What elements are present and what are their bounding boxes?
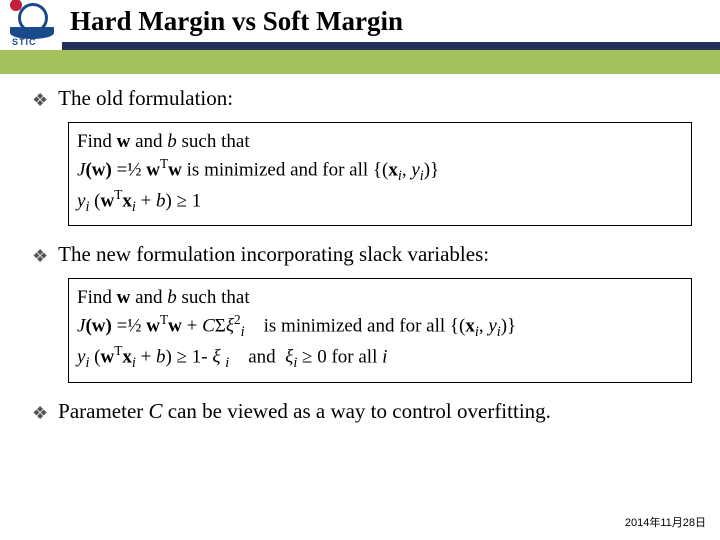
formula-box-old: Find w and b such that J(w) =½ wTw is mi… [68,122,692,226]
logo: STIC [4,0,62,47]
box1-line2: J(w) =½ wTw is minimized and for all {(x… [77,155,683,186]
logo-text: STIC [12,37,37,47]
slide-header: STIC Hard Margin vs Soft Margin [0,0,720,58]
box1-line3: yi (wTxi + b) ≥ 1 [77,186,683,217]
bullet-text: The new formulation incorporating slack … [58,242,489,267]
navy-divider [62,42,720,50]
slide-title: Hard Margin vs Soft Margin [70,6,403,37]
box2-line1: Find w and b such that [77,285,683,311]
diamond-bullet-icon: ❖ [32,242,48,270]
title-strip: STIC Hard Margin vs Soft Margin [0,0,720,42]
bullet-parameter-c: ❖ Parameter C can be viewed as a way to … [32,399,692,427]
box2-line2: J(w) =½ wTw + CΣξ2i is minimized and for… [77,311,683,342]
footer-date: 2014年11月28日 [625,514,706,530]
diamond-bullet-icon: ❖ [32,399,48,427]
slide-content: ❖ The old formulation: Find w and b such… [0,58,720,427]
box1-line1: Find w and b such that [77,129,683,155]
bullet-old-formulation: ❖ The old formulation: [32,86,692,114]
diamond-bullet-icon: ❖ [32,86,48,114]
bullet-new-formulation: ❖ The new formulation incorporating slac… [32,242,692,270]
green-band [0,50,720,74]
box2-line3: yi (wTxi + b) ≥ 1- ξ i and ξi ≥ 0 for al… [77,342,683,373]
bullet-text: Parameter C can be viewed as a way to co… [58,399,551,424]
bullet-text: The old formulation: [58,86,233,111]
formula-box-new: Find w and b such that J(w) =½ wTw + CΣξ… [68,278,692,382]
